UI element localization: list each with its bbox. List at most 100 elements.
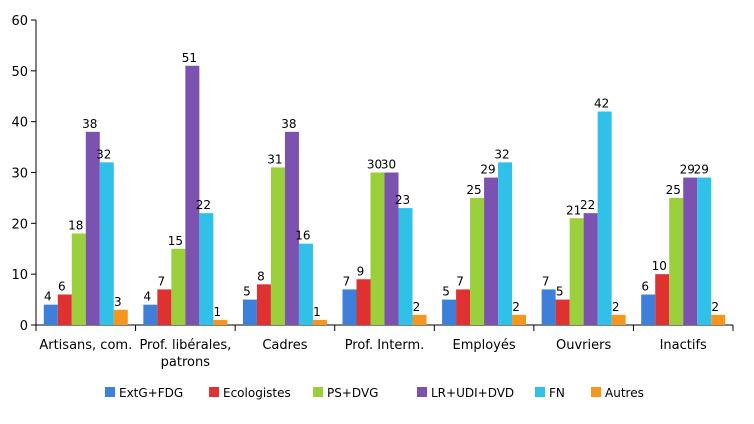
x-category-label-line: patrons: [161, 355, 211, 370]
legend-label: ExtG+FDG: [119, 386, 183, 400]
data-label: 4: [44, 290, 52, 304]
bar: [398, 208, 413, 325]
legend-swatch: [209, 387, 219, 397]
data-label: 7: [343, 274, 351, 288]
bar: [541, 289, 556, 325]
legend-label: FN: [549, 386, 565, 400]
bar: [484, 177, 499, 325]
data-label: 51: [182, 51, 197, 65]
data-label: 32: [494, 147, 509, 161]
data-label: 29: [694, 163, 709, 177]
x-category-label-line: Cadres: [262, 338, 307, 353]
legend: ExtG+FDG Ecologistes PS+DVG LR+UDI+DVD FN Aut…: [105, 386, 644, 400]
bar: [342, 289, 357, 325]
bar: [157, 289, 172, 325]
data-label: 5: [243, 285, 251, 299]
bar: [583, 213, 598, 325]
axes: 0 10 20 30 40 50 60 Artisans, com. Prof. libéral…: [11, 14, 734, 370]
data-label: 21: [566, 203, 581, 217]
data-label: 22: [196, 198, 211, 212]
x-category-label: Cadres: [262, 338, 307, 353]
legend-swatch: [417, 387, 427, 397]
data-label: 7: [456, 274, 464, 288]
bar: [312, 319, 327, 325]
legend-swatch: [535, 387, 545, 397]
data-label: 6: [641, 280, 649, 294]
bar: [71, 233, 86, 325]
data-label: 29: [480, 163, 495, 177]
bar: [569, 218, 584, 325]
bar: [555, 299, 570, 325]
data-label: 5: [442, 285, 450, 299]
data-label: 2: [512, 300, 520, 314]
x-category-label-line: Prof. Interm.: [345, 338, 425, 353]
x-category-label: Prof. libérales, patrons: [139, 338, 231, 370]
data-label: 42: [594, 97, 609, 111]
data-label: 25: [466, 183, 481, 197]
bar: [85, 131, 100, 325]
bar: [470, 197, 485, 325]
bar: [256, 284, 271, 325]
bar: [370, 172, 385, 325]
data-label: 10: [652, 259, 667, 273]
bar: [669, 197, 684, 325]
data-label: 22: [580, 198, 595, 212]
bar: [611, 314, 626, 325]
data-label: 30: [381, 158, 396, 172]
bar: [512, 314, 527, 325]
bar: [498, 162, 513, 325]
x-category-label-line: Inactifs: [660, 338, 707, 353]
bar: [356, 279, 371, 325]
bar: [711, 314, 726, 325]
data-label: 8: [257, 269, 265, 283]
legend-label: PS+DVG: [327, 386, 378, 400]
data-label: 31: [267, 152, 282, 166]
bar: [597, 111, 612, 325]
data-label: 9: [357, 264, 365, 278]
bar: [242, 299, 257, 325]
data-label: 7: [158, 274, 166, 288]
data-label: 7: [542, 274, 550, 288]
bar: [99, 162, 114, 325]
x-category-label: Artisans, com.: [39, 338, 132, 353]
bar: [655, 274, 670, 325]
data-label: 6: [58, 280, 66, 294]
data-label: 25: [666, 183, 681, 197]
x-category-label: Ouvriers: [556, 338, 611, 353]
data-label: 2: [612, 300, 620, 314]
data-label: 38: [281, 117, 296, 131]
data-label: 3: [114, 295, 122, 309]
data-label: 30: [367, 158, 382, 172]
data-label: 1: [214, 305, 222, 319]
y-tick-label: 20: [11, 217, 28, 232]
x-category-label: Inactifs: [660, 338, 707, 353]
data-label: 4: [144, 290, 152, 304]
y-tick-label: 50: [11, 65, 28, 80]
x-category-label-line: Artisans, com.: [39, 338, 132, 353]
data-label: 32: [96, 147, 111, 161]
bar: [384, 172, 399, 325]
data-label: 2: [711, 300, 719, 314]
legend-swatch: [591, 387, 601, 397]
bar: [171, 248, 186, 325]
data-label: 23: [395, 193, 410, 207]
bar: [697, 177, 712, 325]
legend-label: Ecologistes: [223, 386, 291, 400]
bars: [43, 65, 726, 325]
bar: [199, 213, 214, 325]
bar: [113, 309, 128, 325]
legend-swatch: [105, 387, 115, 397]
data-label: 1: [313, 305, 321, 319]
x-category-label-line: Prof. libérales,: [139, 338, 231, 353]
x-category-label-line: Ouvriers: [556, 338, 611, 353]
x-category-label-line: Employés: [452, 338, 515, 353]
bar: [57, 294, 72, 325]
bar: [270, 167, 285, 325]
bar: [442, 299, 457, 325]
y-tick-label: 60: [11, 14, 28, 29]
y-tick-label: 30: [11, 167, 28, 182]
x-category-label: Employés: [452, 338, 515, 353]
bar: [143, 304, 158, 325]
